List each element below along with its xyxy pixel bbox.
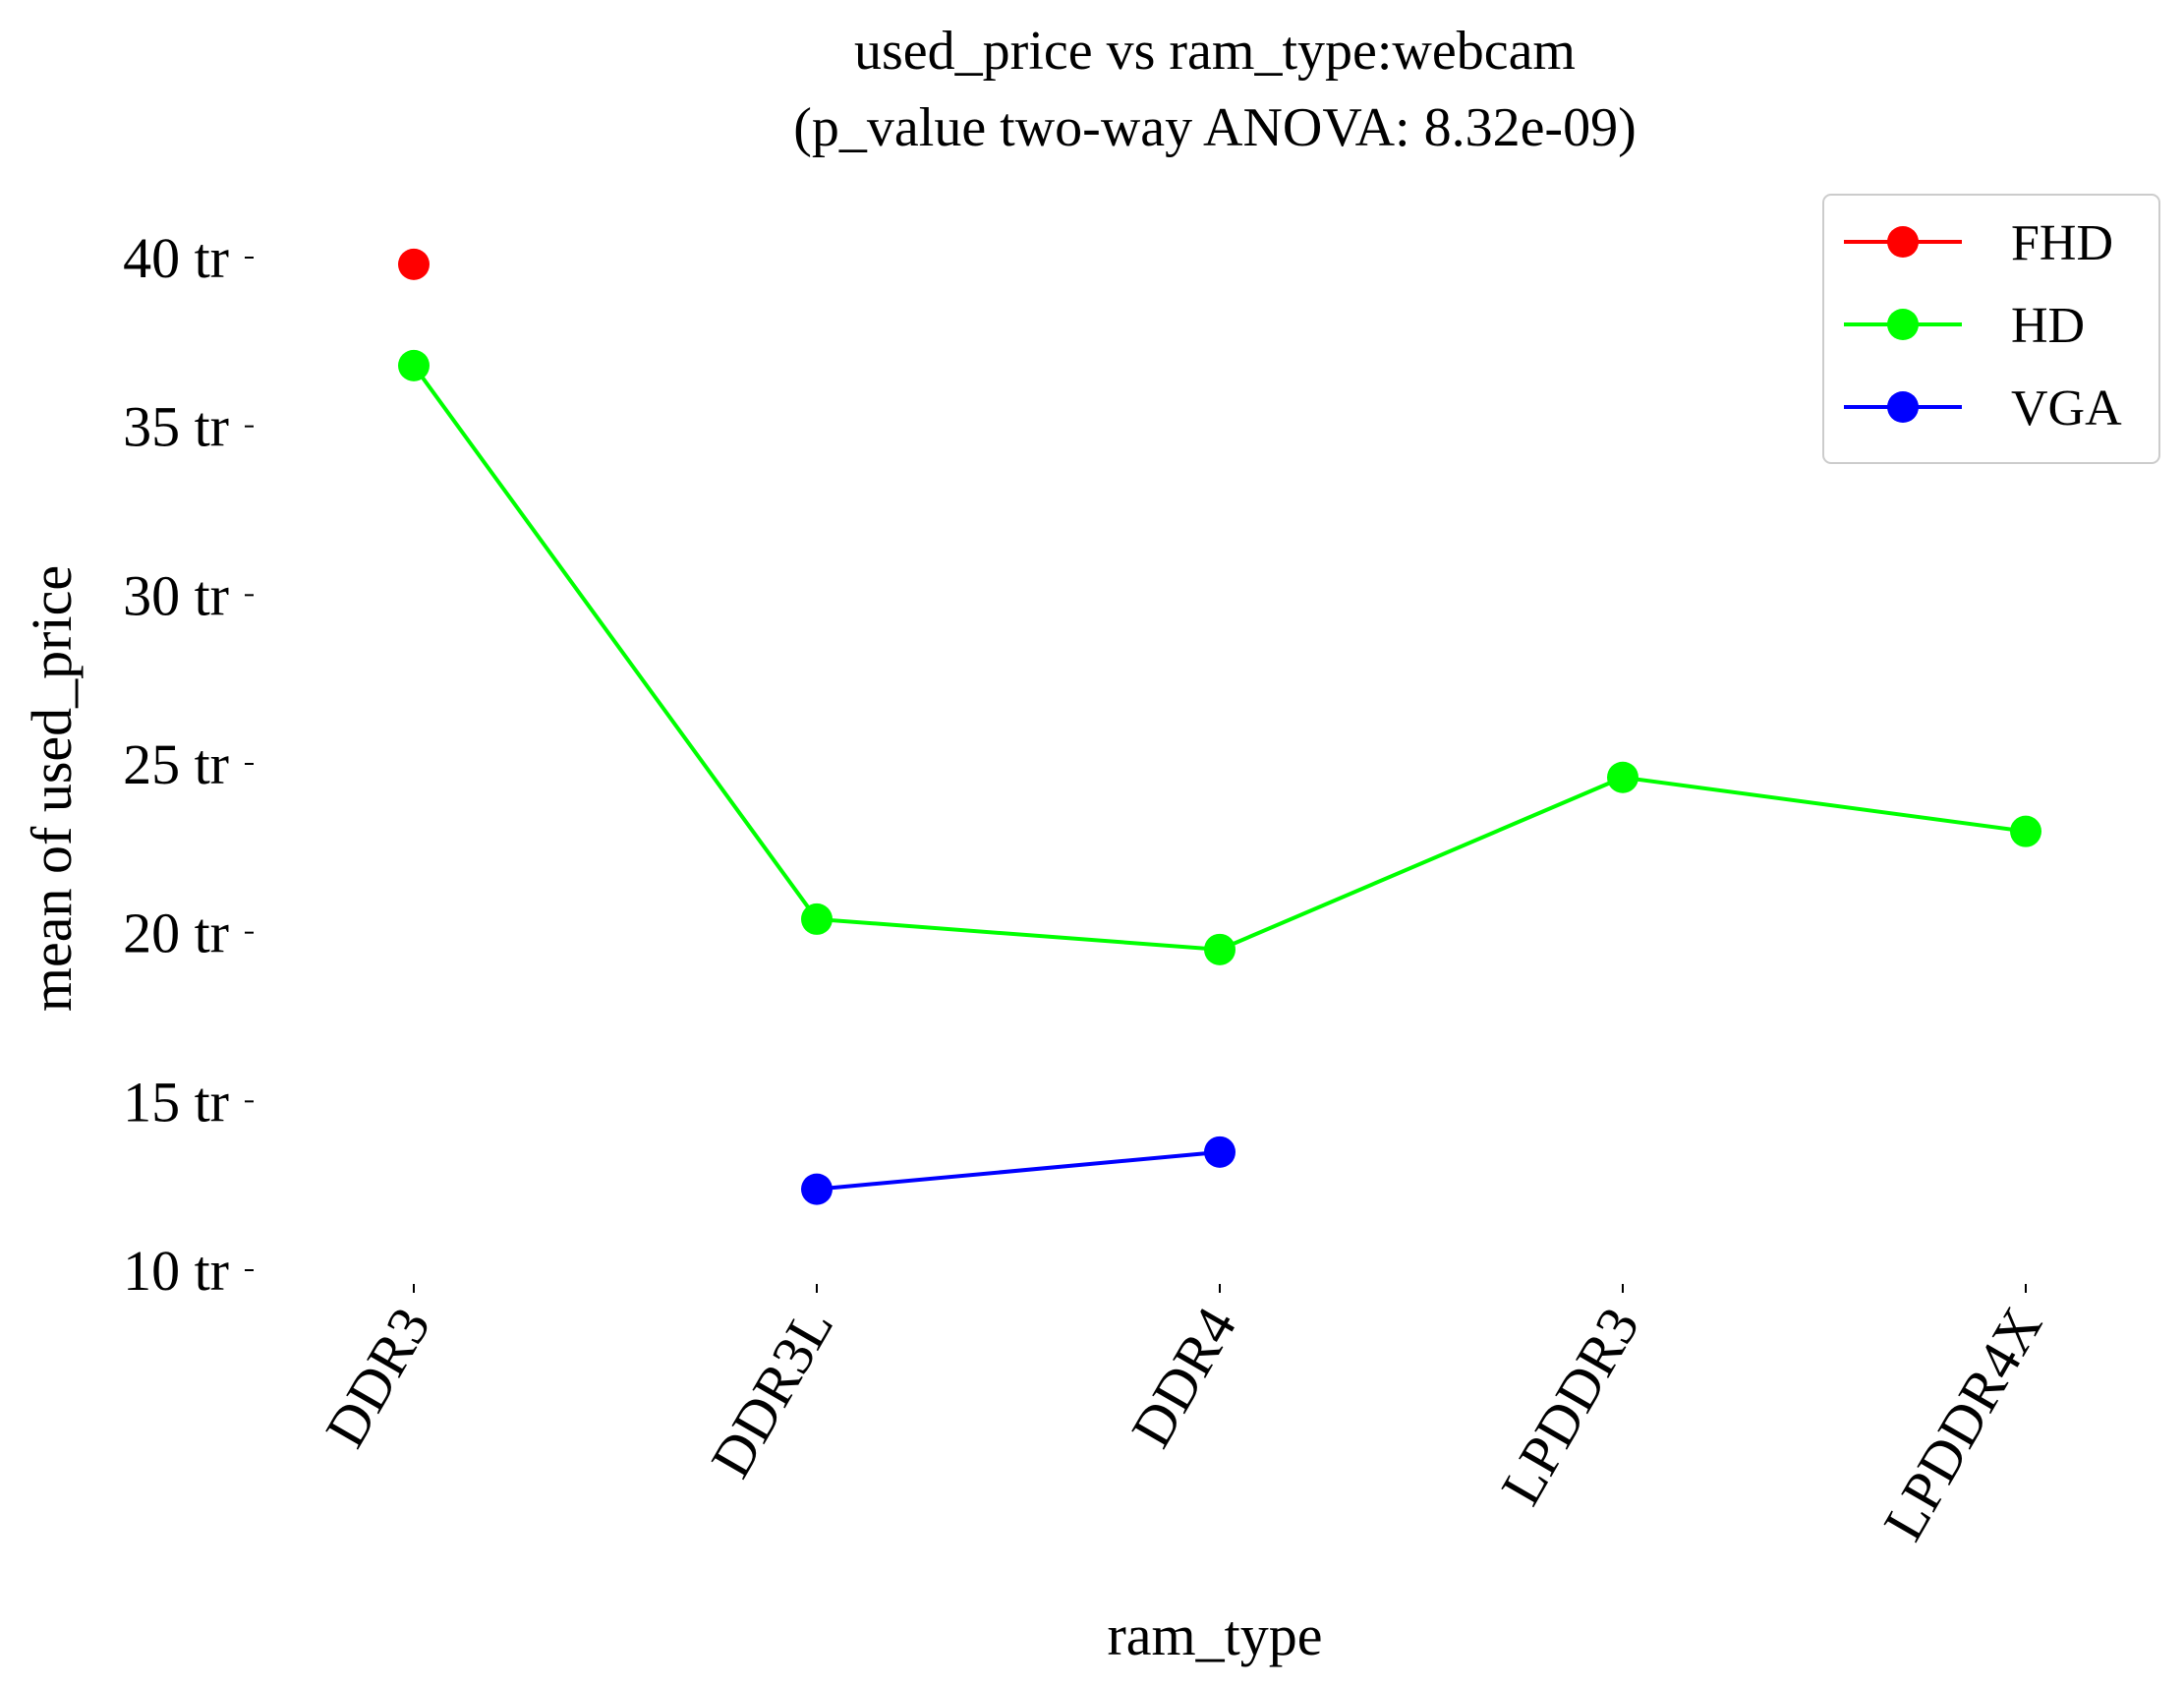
data-point-fhd — [398, 248, 430, 280]
y-axis: 10 tr 15 tr 20 tr 25 tr 30 tr 35 tr 40 tr — [123, 226, 254, 1303]
series-vga — [801, 1136, 1236, 1205]
legend: FHD HD VGA — [1822, 194, 2160, 464]
x-tick-label: LPDDR3 — [1488, 1297, 1651, 1515]
data-point-hd — [2010, 815, 2041, 847]
series-line-hd — [412, 364, 2027, 952]
legend-label-fhd: FHD — [2011, 215, 2113, 271]
y-tick-label: 35 tr — [123, 395, 229, 459]
data-point-hd — [1607, 761, 1638, 793]
data-point-hd — [801, 903, 833, 935]
y-tick-label: 40 tr — [123, 226, 229, 290]
y-axis-label: mean of used_price — [20, 565, 84, 1012]
series-hd — [398, 349, 2041, 965]
legend-marker-fhd — [1887, 226, 1919, 258]
legend-label-hd: HD — [2011, 298, 2085, 354]
data-point-hd — [1204, 933, 1236, 965]
x-axis-label: ram_type — [1107, 1603, 1322, 1667]
x-axis: DDR3 DDR3L DDR4 LPDDR3 LPDDR4X — [313, 1284, 2054, 1551]
series-fhd — [398, 248, 430, 280]
chart-title-line2: (p_value two-way ANOVA: 8.32e-09) — [793, 97, 1636, 158]
chart-title-line1: used_price vs ram_type:webcam — [854, 21, 1576, 82]
legend-marker-hd — [1887, 309, 1919, 340]
data-point-hd — [398, 349, 430, 381]
data-point-vga — [1204, 1136, 1236, 1168]
x-tick-label: DDR3L — [699, 1297, 846, 1487]
x-tick-label: LPDDR4X — [1870, 1297, 2054, 1551]
y-tick-label: 10 tr — [123, 1239, 229, 1303]
y-tick-label: 20 tr — [123, 902, 229, 965]
y-tick-label: 25 tr — [123, 732, 229, 796]
y-tick-label: 15 tr — [123, 1070, 229, 1134]
y-tick-label: 30 tr — [123, 563, 229, 627]
legend-marker-vga — [1887, 391, 1919, 423]
x-tick-label: DDR3 — [313, 1297, 442, 1458]
data-point-vga — [801, 1173, 833, 1205]
series-line-vga — [816, 1149, 1221, 1192]
legend-label-vga: VGA — [2011, 380, 2122, 437]
plot-area — [398, 248, 2041, 1205]
x-tick-label: DDR4 — [1119, 1297, 1248, 1458]
